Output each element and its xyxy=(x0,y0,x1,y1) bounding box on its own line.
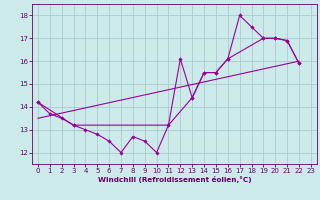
X-axis label: Windchill (Refroidissement éolien,°C): Windchill (Refroidissement éolien,°C) xyxy=(98,176,251,183)
